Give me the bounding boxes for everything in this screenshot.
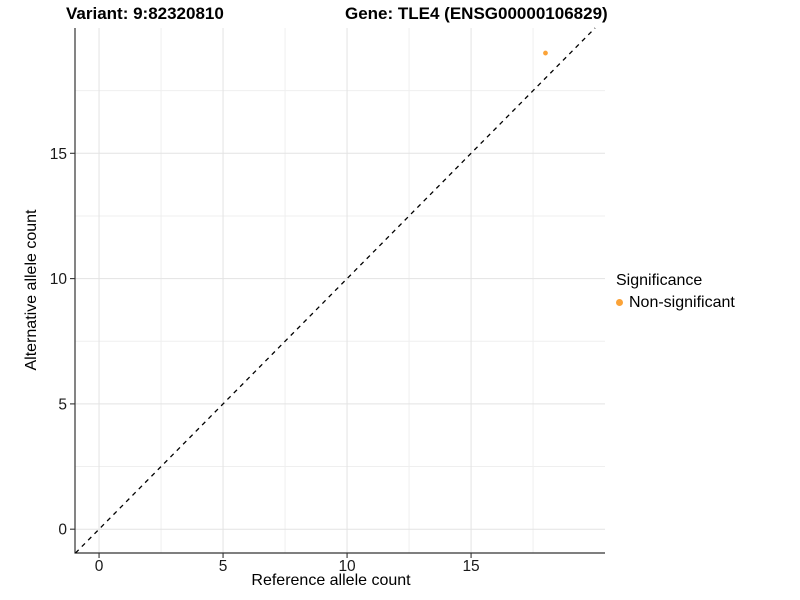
x-tick-label: 0: [95, 558, 104, 575]
x-axis-title: Reference allele count: [251, 572, 411, 589]
data-point: [543, 50, 548, 56]
y-axis-title: Alternative allele count: [23, 209, 40, 371]
y-tick-label: 0: [58, 522, 67, 539]
x-tick-label: 10: [338, 558, 356, 575]
x-tick-label: 5: [219, 558, 228, 575]
legend-title: Significance: [616, 272, 703, 289]
variant-title: Variant: 9:82320810: [66, 4, 224, 23]
x-tick-label: 15: [462, 558, 479, 575]
y-tick-label: 15: [50, 146, 67, 163]
gene-title: Gene: TLE4 (ENSG00000106829): [345, 4, 608, 23]
legend-item-non-significant: Non-significant: [616, 293, 735, 312]
y-tick-label: 5: [58, 396, 67, 413]
legend: Significance Non-significant: [616, 271, 735, 312]
legend-item-label: Non-significant: [629, 294, 735, 311]
legend-point-icon: [616, 299, 623, 306]
y-tick-label: 10: [50, 271, 68, 288]
identity-reference-line: [75, 27, 596, 554]
